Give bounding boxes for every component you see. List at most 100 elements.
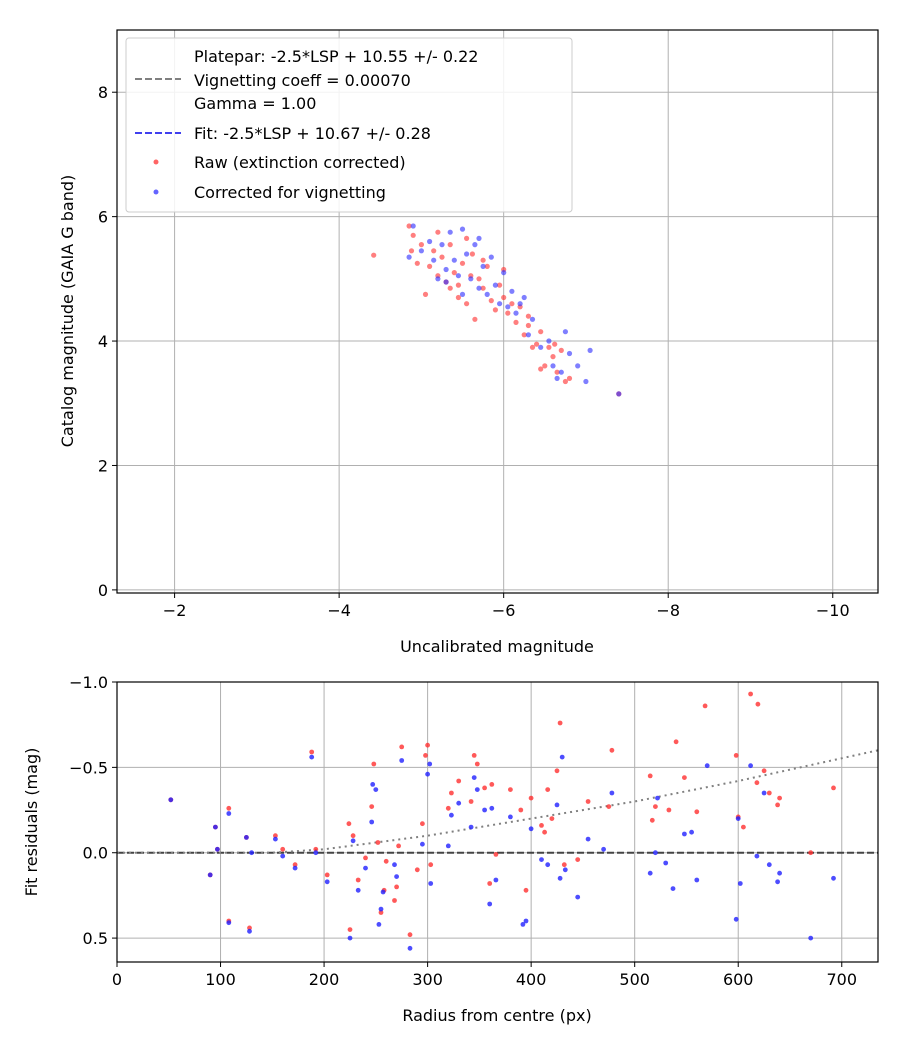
- raw-point: [492, 307, 498, 313]
- raw-point: [423, 753, 428, 758]
- raw-point: [754, 780, 760, 786]
- corrected-point: [508, 814, 513, 820]
- raw-point: [445, 805, 451, 811]
- raw-point: [425, 742, 430, 748]
- corrected-point: [380, 889, 386, 895]
- corrected-point: [525, 332, 532, 338]
- corrected-point: [443, 266, 449, 273]
- corrected-point: [557, 875, 563, 881]
- top-points: [371, 223, 622, 397]
- raw-point: [489, 782, 495, 787]
- raw-point: [649, 817, 655, 823]
- top-axes-frame: [116, 29, 879, 594]
- raw-point: [447, 242, 453, 248]
- raw-point: [549, 816, 555, 821]
- raw-point: [493, 852, 499, 857]
- corrected-point: [406, 254, 412, 260]
- corrected-point: [520, 922, 526, 927]
- corrected-point: [487, 901, 493, 907]
- raw-point: [673, 739, 679, 745]
- corrected-point: [546, 338, 552, 344]
- corrected-point: [425, 771, 430, 777]
- corrected-point: [493, 877, 499, 883]
- raw-point: [497, 282, 503, 288]
- corrected-point: [459, 226, 466, 232]
- raw-point: [609, 747, 615, 753]
- corrected-point: [761, 790, 767, 796]
- raw-point: [407, 932, 413, 938]
- raw-point: [247, 925, 252, 931]
- y-tick-label: 4: [98, 332, 108, 351]
- raw-point: [406, 223, 412, 229]
- raw-point: [534, 341, 540, 347]
- raw-point: [273, 833, 278, 839]
- corrected-point: [523, 918, 529, 924]
- bottom-ticks: 0 100 200 300 400 500 600 700 0.5 0.0 −0.5 −1.0: [69, 673, 857, 989]
- raw-point: [371, 252, 377, 258]
- corrected-point: [428, 881, 434, 886]
- corrected-point: [324, 879, 330, 885]
- corrected-point: [501, 270, 507, 276]
- raw-point: [226, 805, 232, 811]
- vignetting-curve-line: [117, 749, 878, 854]
- x-tick-label: −8: [656, 601, 680, 620]
- raw-point: [375, 840, 381, 845]
- raw-point: [480, 285, 486, 291]
- raw-point: [741, 824, 746, 830]
- x-tick-label: 300: [412, 970, 443, 989]
- corrected-point: [347, 935, 353, 941]
- x-tick-label: 600: [723, 970, 754, 989]
- raw-point: [428, 862, 434, 868]
- raw-point: [468, 799, 474, 804]
- corrected-point: [435, 276, 441, 282]
- raw-point: [545, 787, 551, 792]
- corrected-point: [244, 835, 249, 840]
- raw-point: [350, 833, 356, 839]
- raw-point: [487, 881, 493, 886]
- corrected-point: [528, 826, 534, 832]
- raw-point: [292, 862, 298, 868]
- x-tick-label: 200: [309, 970, 340, 989]
- corrected-point: [249, 850, 255, 856]
- corrected-point: [554, 375, 560, 381]
- raw-point: [363, 855, 368, 861]
- corrected-point: [575, 363, 581, 369]
- raw-point: [566, 375, 573, 381]
- legend-fit-label: Fit: -2.5*LSP + 10.67 +/- 0.28: [194, 124, 431, 143]
- corrected-point: [733, 916, 739, 922]
- raw-point: [324, 872, 330, 878]
- corrected-point: [468, 276, 474, 282]
- legend-raw-label: Raw (extinction corrected): [194, 153, 406, 172]
- bottom-points: [168, 691, 836, 951]
- corrected-point: [808, 935, 814, 941]
- raw-point: [394, 884, 399, 890]
- raw-point: [562, 378, 569, 385]
- legend-frame: [125, 37, 573, 213]
- raw-point: [528, 795, 534, 801]
- raw-point: [420, 821, 425, 827]
- raw-point: [666, 807, 672, 813]
- corrected-point: [373, 787, 379, 792]
- corrected-point: [517, 301, 523, 307]
- raw-point: [472, 316, 478, 322]
- raw-point: [585, 799, 591, 804]
- raw-point: [748, 691, 753, 697]
- corrected-point: [420, 841, 425, 847]
- corrected-point: [545, 862, 551, 868]
- legend: Platepar: -2.5*LSP + 10.55 +/- 0.22 Vign…: [125, 37, 573, 213]
- raw-point: [464, 235, 470, 241]
- y-tick-label: 8: [98, 83, 108, 102]
- top-ticks: −2 −4 −6 −8 −10 0 2 4 6 8: [98, 83, 850, 620]
- y-tick-label: −1.0: [69, 673, 108, 692]
- raw-point: [702, 703, 708, 709]
- raw-point: [733, 753, 739, 758]
- raw-point: [378, 910, 384, 915]
- corrected-point: [226, 920, 232, 926]
- raw-point: [575, 857, 581, 862]
- x-tick-label: 100: [205, 970, 236, 989]
- corrected-point: [505, 304, 511, 310]
- corrected-point: [521, 294, 527, 301]
- raw-point: [538, 366, 544, 372]
- bottom-chart: 0 100 200 300 400 500 600 700 0.5 0.0 −0.5 −1.0 Rad…: [22, 673, 879, 1025]
